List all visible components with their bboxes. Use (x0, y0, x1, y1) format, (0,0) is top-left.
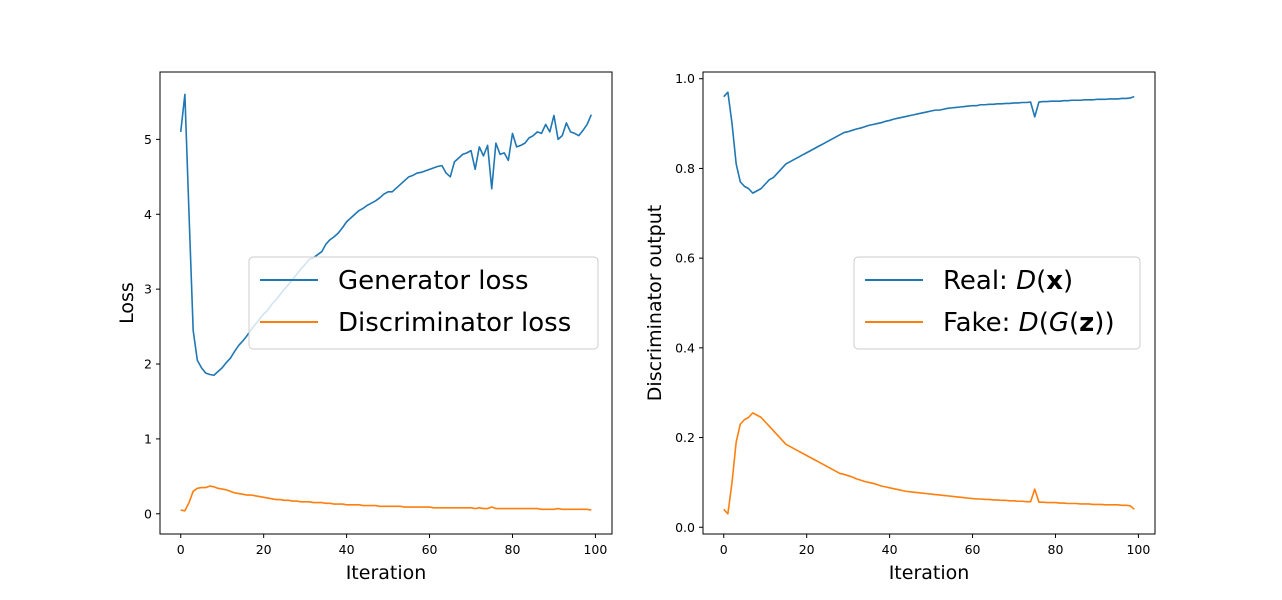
discriminator-x-tick-label: 80 (1048, 542, 1064, 557)
loss-y-tick-label: 3 (144, 282, 152, 297)
discriminator-output-chart-panel: 0 20 40 60 80 100 0.0 0.2 0.4 0.6 0.8 1.0 Iteratio… (644, 71, 1156, 584)
discriminator-y-tick-label: 0.4 (675, 340, 695, 355)
loss-legend: Generator loss Discriminator loss (248, 256, 599, 350)
discriminator-y-ticks: 0.0 0.2 0.4 0.6 0.8 1.0 (675, 71, 703, 535)
loss-y-ticks: 0 1 2 3 4 5 (144, 132, 160, 521)
discriminator-x-tick-label: 20 (799, 542, 815, 557)
discriminator-y-axis-label: Discriminator output (644, 205, 666, 401)
loss-chart-panel: 0 20 40 60 80 100 0 1 2 3 4 5 Iteration Loss Gener… (116, 71, 613, 584)
discriminator-y-tick-label: 0.0 (675, 520, 695, 535)
discriminator-x-tick-label: 0 (720, 542, 728, 557)
loss-legend-label-generator: Generator loss (338, 266, 529, 296)
loss-y-tick-label: 4 (144, 207, 152, 222)
loss-x-ticks: 0 20 40 60 80 100 (177, 534, 607, 557)
loss-y-tick-label: 0 (144, 506, 152, 521)
discriminator-x-tick-label: 40 (882, 542, 898, 557)
discriminator-legend-label-real: Real: D(x) (943, 266, 1073, 296)
discriminator-plot-frame (702, 71, 1156, 535)
loss-y-tick-label: 2 (144, 357, 152, 372)
discriminator-legend-box (853, 256, 1141, 350)
loss-x-axis-label: Iteration (346, 562, 427, 584)
loss-x-tick-label: 20 (256, 542, 272, 557)
discriminator-plot-lines (723, 91, 1135, 515)
loss-x-tick-label: 0 (177, 542, 185, 557)
loss-x-tick-label: 80 (505, 542, 521, 557)
loss-series-line-1 (180, 485, 592, 512)
discriminator-x-tick-label: 100 (1126, 542, 1150, 557)
loss-legend-label-discriminator: Discriminator loss (338, 308, 571, 338)
loss-x-tick-label: 60 (422, 542, 438, 557)
discriminator-y-tick-label: 0.6 (675, 251, 695, 266)
discriminator-x-ticks: 0 20 40 60 80 100 (720, 534, 1150, 557)
loss-x-tick-label: 100 (583, 542, 607, 557)
discriminator-x-axis-label: Iteration (889, 562, 970, 584)
discriminator-x-tick-label: 60 (965, 542, 981, 557)
loss-legend-box (248, 256, 599, 350)
loss-y-tick-label: 5 (144, 132, 152, 147)
discriminator-y-tick-label: 0.8 (675, 161, 695, 176)
discriminator-y-tick-label: 1.0 (675, 71, 695, 86)
loss-y-tick-label: 1 (144, 431, 152, 446)
discriminator-y-tick-label: 0.2 (675, 430, 695, 445)
discriminator-series-line-0 (723, 91, 1135, 194)
loss-y-axis-label: Loss (116, 282, 138, 324)
loss-plot-frame (159, 71, 613, 535)
discriminator-legend: Real: D(x) Fake: D(G(z)) (853, 256, 1141, 350)
discriminator-legend-label-fake: Fake: D(G(z)) (943, 308, 1115, 338)
discriminator-series-line-1 (723, 412, 1135, 515)
loss-x-tick-label: 40 (339, 542, 355, 557)
